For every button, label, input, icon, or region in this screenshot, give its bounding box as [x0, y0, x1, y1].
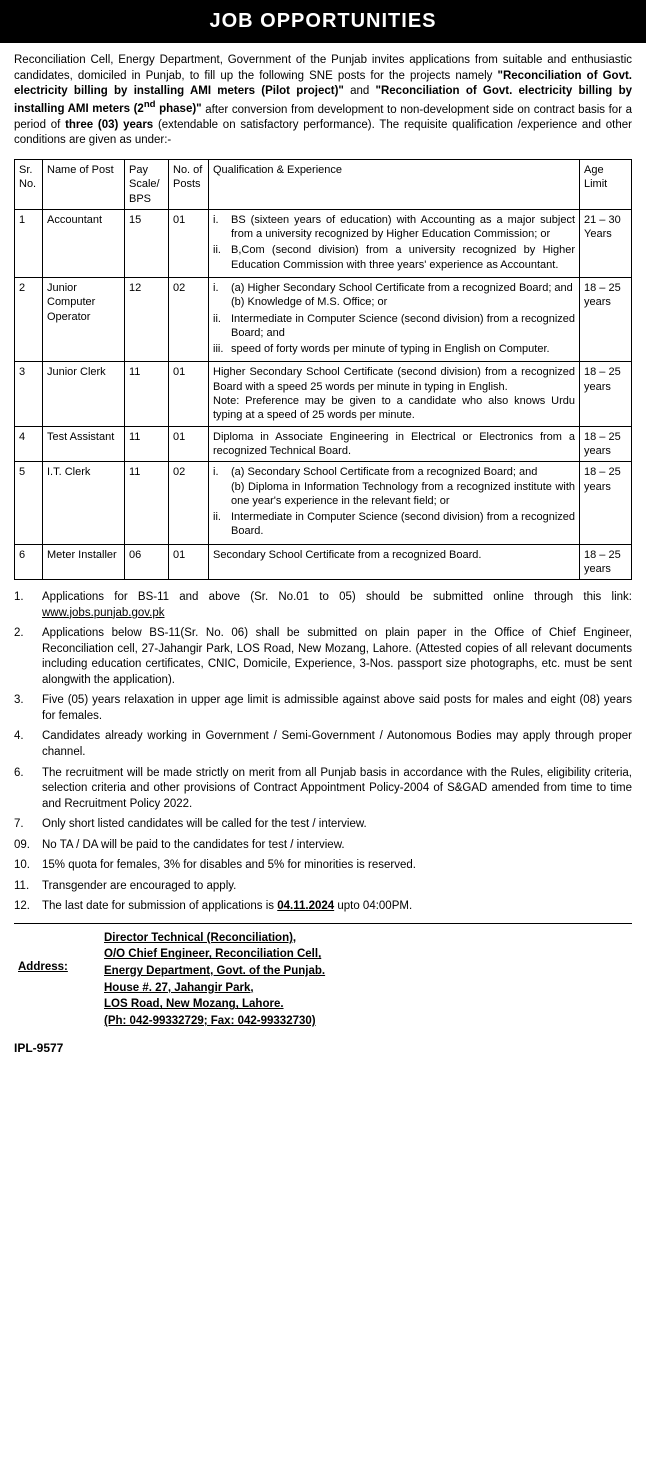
table-cell: 6 [15, 544, 43, 580]
application-link[interactable]: www.jobs.punjab.gov.pk [42, 607, 165, 619]
address-line: House #. 27, Jahangir Park, [104, 982, 254, 994]
table-cell: 11 [125, 462, 169, 544]
posts-table: Sr. No. Name of Post Pay Scale/ BPS No. … [14, 159, 632, 580]
th-name: Name of Post [43, 159, 125, 209]
th-num: No. of Posts [169, 159, 209, 209]
table-cell: 01 [169, 209, 209, 277]
page-header: JOB OPPORTUNITIES [0, 0, 646, 43]
table-cell: 11 [125, 362, 169, 426]
table-cell: 18 – 25 years [580, 462, 632, 544]
note-item: 7.Only short listed candidates will be c… [14, 817, 632, 833]
table-cell: 18 – 25 years [580, 278, 632, 362]
th-sr: Sr. No. [15, 159, 43, 209]
table-cell: 01 [169, 544, 209, 580]
address-line: LOS Road, New Mozang, Lahore. [104, 998, 284, 1010]
table-cell: 18 – 25 years [580, 426, 632, 462]
table-cell: 01 [169, 362, 209, 426]
deadline-date: 04.11.2024 [277, 900, 334, 912]
intro-paragraph: Reconciliation Cell, Energy Department, … [14, 53, 632, 149]
address-line: Director Technical (Reconciliation), [104, 932, 296, 944]
table-cell: 11 [125, 426, 169, 462]
th-pay: Pay Scale/ BPS [125, 159, 169, 209]
address-block: Director Technical (Reconciliation), O/O … [104, 930, 632, 1030]
table-cell: I.T. Clerk [43, 462, 125, 544]
table-cell-qualification: i.(a) Higher Secondary School Certificat… [209, 278, 580, 362]
table-row: 6Meter Installer0601Secondary School Cer… [15, 544, 632, 580]
table-cell-qualification: Secondary School Certificate from a reco… [209, 544, 580, 580]
notes-list: 1.Applications for BS-11 and above (Sr. … [14, 590, 632, 914]
table-cell: 21 – 30 Years [580, 209, 632, 277]
table-row: 1Accountant1501i.BS (sixteen years of ed… [15, 209, 632, 277]
content-container: Reconciliation Cell, Energy Department, … [0, 43, 646, 1038]
table-cell: 4 [15, 426, 43, 462]
table-cell: 3 [15, 362, 43, 426]
note-item: 12.The last date for submission of appli… [14, 899, 632, 915]
table-header-row: Sr. No. Name of Post Pay Scale/ BPS No. … [15, 159, 632, 209]
note-item: 4.Candidates already working in Governme… [14, 729, 632, 760]
table-cell: 18 – 25 years [580, 362, 632, 426]
th-age: Age Limit [580, 159, 632, 209]
table-cell-qualification: Diploma in Associate Engineering in Elec… [209, 426, 580, 462]
ipl-code: IPL-9577 [0, 1038, 646, 1062]
table-cell: 01 [169, 426, 209, 462]
table-cell: 15 [125, 209, 169, 277]
table-cell: Test Assistant [43, 426, 125, 462]
note-item: 1.Applications for BS-11 and above (Sr. … [14, 590, 632, 621]
intro-bold-3: three (03) years [65, 119, 153, 131]
address-line: O/O Chief Engineer, Reconciliation Cell, [104, 948, 321, 960]
table-cell: 18 – 25 years [580, 544, 632, 580]
address-line: Energy Department, Govt. of the Punjab. [104, 965, 325, 977]
th-qual: Qualification & Experience [209, 159, 580, 209]
table-cell: 1 [15, 209, 43, 277]
note-item: 3.Five (05) years relaxation in upper ag… [14, 693, 632, 724]
table-cell-qualification: i.BS (sixteen years of education) with A… [209, 209, 580, 277]
table-cell: Junior Clerk [43, 362, 125, 426]
table-cell: 2 [15, 278, 43, 362]
footer: Address: Director Technical (Reconciliat… [14, 923, 632, 1030]
intro-text: and [344, 85, 376, 97]
address-label: Address: [14, 930, 104, 976]
table-cell-qualification: Higher Secondary School Certificate (sec… [209, 362, 580, 426]
address-line: (Ph: 042-99332729; Fax: 042-99332730) [104, 1015, 316, 1027]
note-item: 09.No TA / DA will be paid to the candid… [14, 838, 632, 854]
note-item: 11.Transgender are encouraged to apply. [14, 879, 632, 895]
table-cell: Meter Installer [43, 544, 125, 580]
table-cell-qualification: i.(a) Secondary School Certificate from … [209, 462, 580, 544]
table-row: 5I.T. Clerk1102i.(a) Secondary School Ce… [15, 462, 632, 544]
table-row: 4Test Assistant1101Diploma in Associate … [15, 426, 632, 462]
table-row: 2Junior Computer Operator1202i.(a) Highe… [15, 278, 632, 362]
table-cell: 5 [15, 462, 43, 544]
note-item: 10.15% quota for females, 3% for disable… [14, 858, 632, 874]
table-row: 3Junior Clerk1101Higher Secondary School… [15, 362, 632, 426]
table-cell: 06 [125, 544, 169, 580]
table-cell: Junior Computer Operator [43, 278, 125, 362]
table-cell: 12 [125, 278, 169, 362]
note-item: 2.Applications below BS-11(Sr. No. 06) s… [14, 626, 632, 688]
note-item: 6.The recruitment will be made strictly … [14, 766, 632, 813]
table-cell: 02 [169, 278, 209, 362]
table-cell: 02 [169, 462, 209, 544]
table-cell: Accountant [43, 209, 125, 277]
